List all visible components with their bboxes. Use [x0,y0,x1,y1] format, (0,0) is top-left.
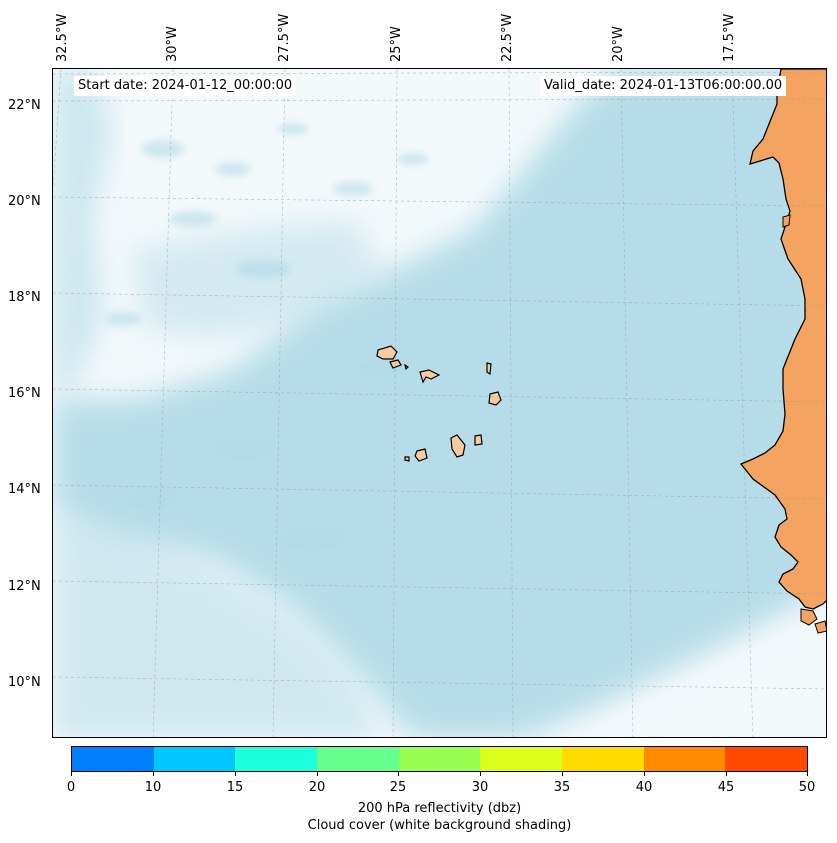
cape-verde-islands [376,345,502,462]
colorbar-segment [317,747,399,771]
africa-land [739,69,826,610]
lat-label: 14°N [8,482,41,497]
colorbar [71,746,808,772]
colorbar-tick-label: 30 [471,780,489,795]
colorbar-segment [72,747,154,771]
colorbar-segment [643,747,726,771]
colorbar-tick-label: 25 [389,780,407,795]
colorbar-tick-label: 40 [635,780,653,795]
cloud-cover-shading [53,69,826,737]
colorbar-title: 200 hPa reflectivity (dbz) [357,801,522,816]
colorbar-tick-label: 0 [66,780,76,795]
lat-label: 18°N [8,290,41,305]
map-canvas [53,69,826,737]
lon-label: 32.5°W [55,13,70,62]
start-date-label: Start date: 2024-01-12_00:00:00 [74,76,297,96]
colorbar-segment [480,747,563,771]
lon-label: 27.5°W [277,13,292,62]
lon-label: 17.5°W [722,13,737,62]
map-panel[interactable] [52,68,827,738]
lat-label: 20°N [8,194,41,209]
colorbar-subtitle: Cloud cover (white background shading) [307,818,572,833]
lon-label: 30°W [165,26,180,62]
lon-label: 20°W [611,26,626,62]
colorbar-segment [725,747,808,771]
lat-label: 10°N [8,675,41,690]
lon-label: 22.5°W [500,13,515,62]
lat-label: 16°N [8,386,41,401]
colorbar-tick-label: 50 [798,780,816,795]
lat-label: 22°N [8,98,41,113]
lon-label: 25°W [389,26,404,62]
colorbar-tick-label: 15 [226,780,244,795]
colorbar-tick-label: 10 [144,780,162,795]
cloud-patches [105,123,429,549]
graticule [53,69,826,737]
colorbar-segment [562,747,644,771]
colorbar-segment [398,747,481,771]
coastal-islands [782,214,826,634]
colorbar-segment [153,747,236,771]
colorbar-tick-label: 45 [717,780,735,795]
valid-date-label: Valid_date: 2024-01-13T06:00:00.00 [540,76,787,96]
colorbar-tick-label: 20 [308,780,326,795]
lat-label: 12°N [8,579,41,594]
colorbar-tick-label: 35 [553,780,571,795]
colorbar-segment [235,747,318,771]
